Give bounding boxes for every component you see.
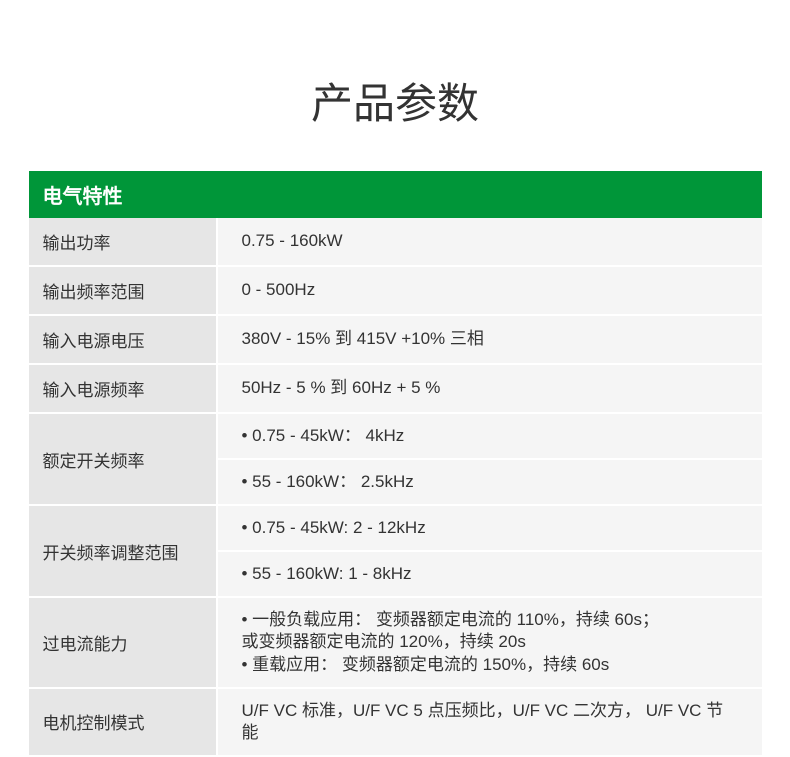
table-row: 输入电源电压380V - 15% 到 415V +10% 三相	[29, 315, 762, 364]
page-title: 产品参数	[0, 0, 790, 171]
spec-value: 380V - 15% 到 415V +10% 三相	[217, 315, 762, 364]
spec-label: 输出功率	[29, 218, 217, 266]
spec-label: 电机控制模式	[29, 688, 217, 756]
spec-value: 0 - 500Hz	[217, 266, 762, 315]
spec-value: 0.75 - 160kW	[217, 218, 762, 266]
spec-label: 额定开关频率	[29, 413, 217, 505]
spec-label: 输出频率范围	[29, 266, 217, 315]
section-header-row: 电气特性	[29, 171, 762, 218]
spec-label: 开关频率调整范围	[29, 505, 217, 597]
spec-value: • 55 - 160kW： 2.5kHz	[217, 459, 762, 505]
table-row: 额定开关频率• 0.75 - 45kW： 4kHz	[29, 413, 762, 459]
spec-value: U/F VC 标准，U/F VC 5 点压频比，U/F VC 二次方， U/F …	[217, 688, 762, 756]
spec-value: 50Hz - 5 % 到 60Hz + 5 %	[217, 364, 762, 413]
table-row: 电机控制模式U/F VC 标准，U/F VC 5 点压频比，U/F VC 二次方…	[29, 688, 762, 756]
table-row: 输入电源频率50Hz - 5 % 到 60Hz + 5 %	[29, 364, 762, 413]
table-row: 输出频率范围0 - 500Hz	[29, 266, 762, 315]
spec-table: 电气特性 输出功率0.75 - 160kW输出频率范围0 - 500Hz输入电源…	[29, 171, 762, 757]
spec-value: • 一般负载应用： 变频器额定电流的 110%，持续 60s； 或变频器额定电流…	[217, 597, 762, 687]
section-header: 电气特性	[29, 171, 762, 218]
spec-label: 过电流能力	[29, 597, 217, 687]
spec-label: 输入电源频率	[29, 364, 217, 413]
table-row: 开关频率调整范围• 0.75 - 45kW: 2 - 12kHz	[29, 505, 762, 551]
spec-value: • 0.75 - 45kW： 4kHz	[217, 413, 762, 459]
table-row: 过电流能力• 一般负载应用： 变频器额定电流的 110%，持续 60s； 或变频…	[29, 597, 762, 687]
spec-label: 输入电源电压	[29, 315, 217, 364]
table-row: 输出功率0.75 - 160kW	[29, 218, 762, 266]
spec-value: • 0.75 - 45kW: 2 - 12kHz	[217, 505, 762, 551]
spec-value: • 55 - 160kW: 1 - 8kHz	[217, 551, 762, 597]
